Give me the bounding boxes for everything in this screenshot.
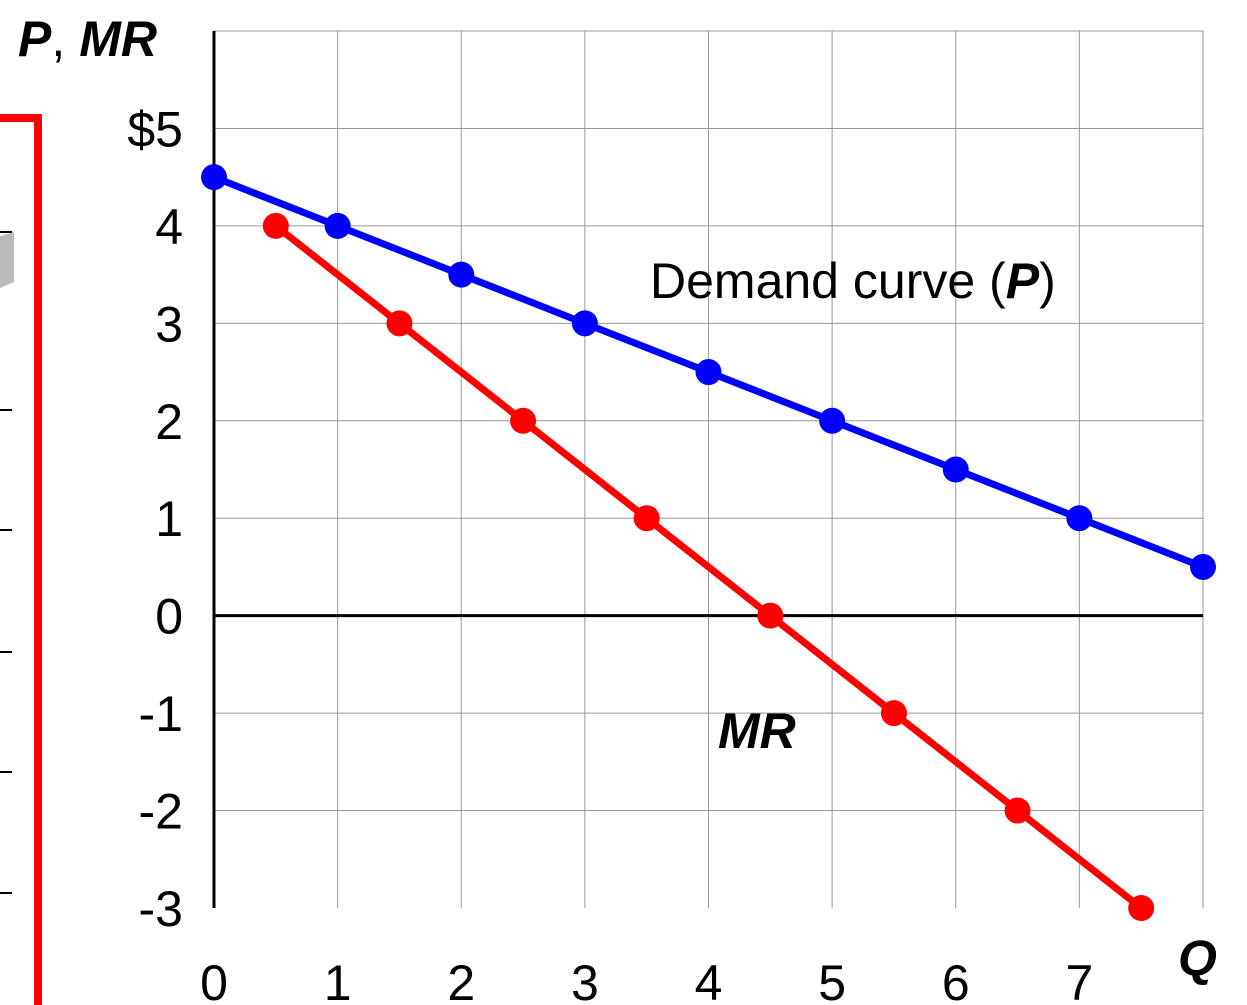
mr-line	[273, 223, 1144, 911]
demand-point	[1190, 553, 1216, 580]
x-tick-labels: 0 1 2 3 4 5 6 7	[200, 955, 1093, 1005]
demand-point	[571, 310, 598, 337]
series	[201, 164, 1216, 921]
y-tick-label: 3	[155, 296, 183, 352]
x-tick-label: 7	[1065, 955, 1093, 1005]
mr-curve-label: MR	[718, 703, 796, 759]
demand-point	[819, 407, 846, 434]
demand-point	[201, 164, 227, 191]
x-tick-label: 1	[324, 955, 352, 1005]
left-side-fragment	[0, 114, 42, 1005]
y-tick-label: -1	[139, 686, 183, 742]
demand-point	[942, 456, 969, 483]
mr-point	[262, 212, 289, 239]
x-tick-label: 3	[571, 955, 599, 1005]
x-tick-label: 6	[942, 955, 970, 1005]
mr-point	[386, 310, 413, 337]
y-tick-label: $5	[127, 101, 183, 157]
gridlines	[214, 30, 1204, 908]
demand-curve-label: Demand curve (P)	[650, 253, 1056, 309]
x-tick-label: 0	[200, 955, 228, 1005]
x-axis-title: Q	[1178, 930, 1217, 986]
y-tick-labels: -3 -2 -1 0 1 2 3 4 $5	[127, 101, 183, 937]
demand-point	[324, 212, 351, 239]
y-tick-label: -2	[139, 784, 183, 840]
mr-point	[880, 700, 907, 727]
mr-point	[1128, 895, 1155, 921]
y-tick-label: 2	[155, 394, 183, 450]
x-tick-label: 2	[447, 955, 475, 1005]
x-tick-label: 4	[695, 955, 723, 1005]
x-tick-label: 5	[818, 955, 846, 1005]
mr-point	[633, 505, 660, 532]
demand-point	[448, 261, 475, 288]
mr-point	[757, 602, 784, 629]
y-tick-label: 0	[155, 589, 183, 645]
hatched-fragment	[0, 232, 14, 288]
mr-point	[1004, 797, 1031, 824]
demand-point	[695, 359, 722, 386]
red-frame-fragment	[0, 114, 42, 1005]
demand-point	[1066, 505, 1093, 532]
y-axis-title: P, MR	[18, 11, 157, 67]
y-tick-label: 1	[155, 491, 183, 547]
y-tick-label: -3	[139, 881, 183, 937]
y-tick-label: 4	[155, 199, 183, 255]
mr-point	[510, 407, 537, 434]
